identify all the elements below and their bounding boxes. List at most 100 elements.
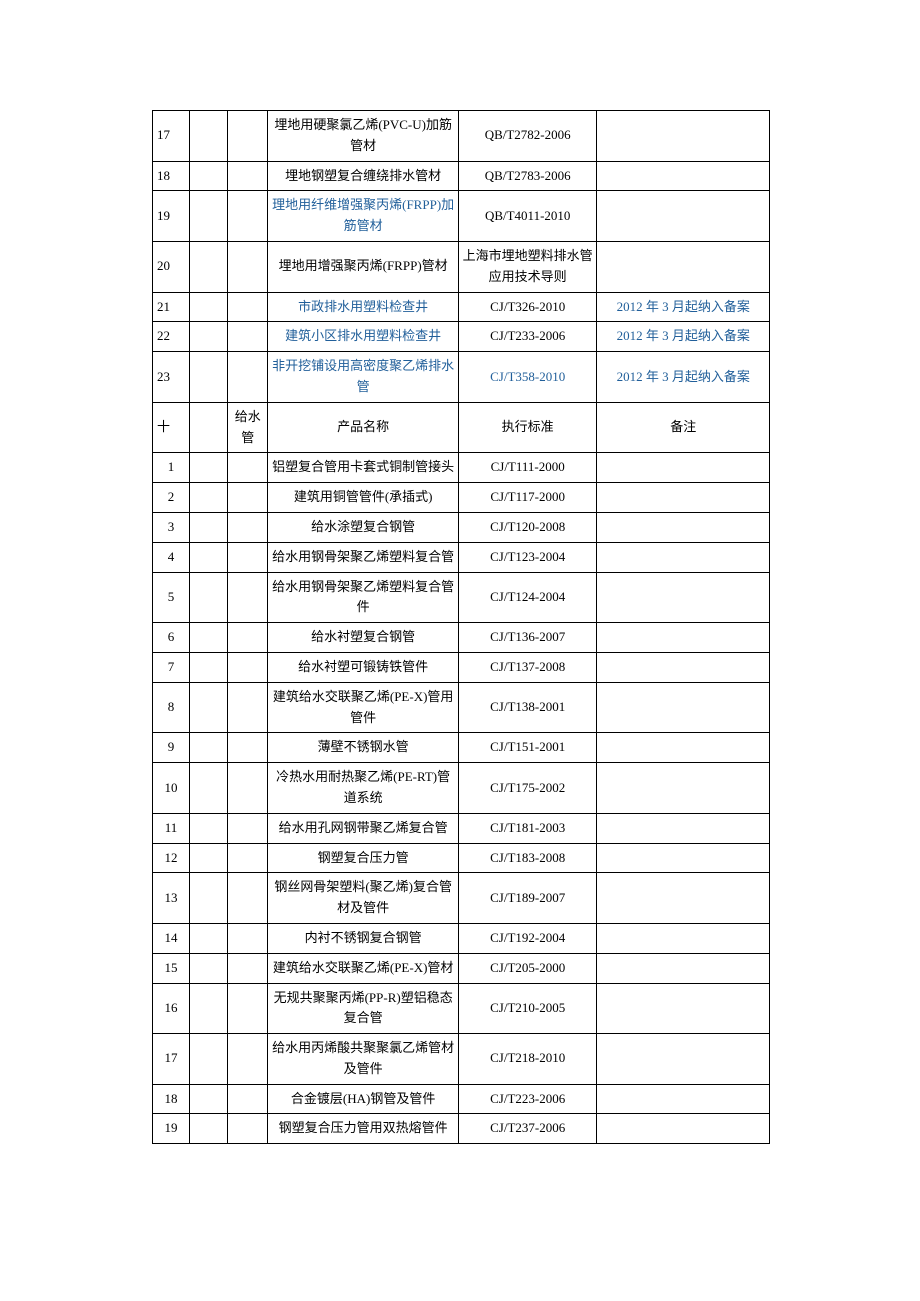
empty-cell: [190, 483, 228, 513]
category-cell: [228, 652, 268, 682]
index-cell: 15: [153, 953, 190, 983]
index-cell: 4: [153, 542, 190, 572]
product-name-cell: 埋地钢塑复合缠绕排水管材: [268, 161, 459, 191]
index-cell: 20: [153, 241, 190, 292]
index-cell: 18: [153, 161, 190, 191]
product-name-cell: 给水衬塑复合钢管: [268, 623, 459, 653]
remark-cell: [597, 1084, 770, 1114]
product-name-cell: 合金镀层(HA)钢管及管件: [268, 1084, 459, 1114]
section-header-row: 十给水管产品名称执行标准备注: [153, 402, 770, 453]
index-cell: 11: [153, 813, 190, 843]
table-row: 22建筑小区排水用塑料检查井CJ/T233-20062012 年 3 月起纳入备…: [153, 322, 770, 352]
category-cell: [228, 843, 268, 873]
product-name-cell: 理地用纤维增强聚丙烯(FRPP)加筋管材: [268, 191, 459, 242]
standard-cell: CJ/T136-2007: [458, 623, 596, 653]
table-row: 15 建筑给水交联聚乙烯(PE-X)管材CJ/T205-2000: [153, 953, 770, 983]
empty-cell: [190, 682, 228, 733]
remark-cell: [597, 453, 770, 483]
standard-header-cell: 执行标准: [458, 402, 596, 453]
table-row: 7给水衬塑可锻铸铁管件CJ/T137-2008: [153, 652, 770, 682]
empty-cell: [190, 1114, 228, 1144]
standard-cell: CJ/T151-2001: [458, 733, 596, 763]
empty-cell: [190, 191, 228, 242]
product-name-cell: 给水涂塑复合钢管: [268, 512, 459, 542]
index-cell: 12: [153, 843, 190, 873]
product-name-cell: 冷热水用耐热聚乙烯(PE-RT)管道系统: [268, 763, 459, 814]
category-cell: [228, 813, 268, 843]
name-header-cell: 产品名称: [268, 402, 459, 453]
table-row: 9薄壁不锈钢水管CJ/T151-2001: [153, 733, 770, 763]
category-cell: [228, 1114, 268, 1144]
index-cell: 2: [153, 483, 190, 513]
table-row: 10冷热水用耐热聚乙烯(PE-RT)管道系统CJ/T175-2002: [153, 763, 770, 814]
category-cell: [228, 623, 268, 653]
category-cell: [228, 572, 268, 623]
category-cell: [228, 682, 268, 733]
product-name-cell: 钢塑复合压力管用双热熔管件: [268, 1114, 459, 1144]
category-cell: [228, 483, 268, 513]
product-name-cell: 建筑用铜管管件(承插式): [268, 483, 459, 513]
empty-cell: [190, 572, 228, 623]
standard-cell: QB/T2782-2006: [458, 111, 596, 162]
standard-cell: CJ/T137-2008: [458, 652, 596, 682]
category-cell: [228, 191, 268, 242]
standard-cell: CJ/T183-2008: [458, 843, 596, 873]
product-name-cell: 内衬不锈钢复合钢管: [268, 923, 459, 953]
category-cell: [228, 923, 268, 953]
standard-cell: CJ/T123-2004: [458, 542, 596, 572]
category-cell: [228, 292, 268, 322]
product-name-cell: 给水用丙烯酸共聚聚氯乙烯管材及管件: [268, 1034, 459, 1085]
remark-cell: [597, 623, 770, 653]
product-name-cell: 铝塑复合管用卡套式铜制管接头: [268, 453, 459, 483]
remark-cell: [597, 682, 770, 733]
document-page: 17 埋地用硬聚氯乙烯(PVC-U)加筋管材QB/T2782-2006 18 埋地钢塑…: [0, 0, 920, 1301]
product-name-cell: 建筑给水交联聚乙烯(PE-X)管用管件: [268, 682, 459, 733]
standard-cell: CJ/T205-2000: [458, 953, 596, 983]
product-name-cell: 给水用钢骨架聚乙烯塑料复合管: [268, 542, 459, 572]
table-row: 14内衬不锈钢复合钢管CJ/T192-2004: [153, 923, 770, 953]
product-name-cell: 薄壁不锈钢水管: [268, 733, 459, 763]
standard-cell: CJ/T124-2004: [458, 572, 596, 623]
category-cell: [228, 111, 268, 162]
category-cell: [228, 241, 268, 292]
product-name-cell: 市政排水用塑料检查井: [268, 292, 459, 322]
standard-cell: 上海市埋地塑料排水管应用技术导则: [458, 241, 596, 292]
standard-cell: CJ/T192-2004: [458, 923, 596, 953]
category-cell: [228, 1034, 268, 1085]
category-cell: [228, 763, 268, 814]
empty-cell: [190, 652, 228, 682]
remark-cell: [597, 923, 770, 953]
remark-cell: [597, 873, 770, 924]
product-name-cell: 非开挖铺设用高密度聚乙烯排水管: [268, 352, 459, 403]
table-row: 11给水用孔网钢带聚乙烯复合管CJ/T181-2003: [153, 813, 770, 843]
index-cell: 3: [153, 512, 190, 542]
standards-table: 17 埋地用硬聚氯乙烯(PVC-U)加筋管材QB/T2782-2006 18 埋地钢塑…: [152, 110, 770, 1144]
remark-cell: 2012 年 3 月起纳入备案: [597, 352, 770, 403]
remark-cell: [597, 512, 770, 542]
product-name-cell: 给水用钢骨架聚乙烯塑料复合管件: [268, 572, 459, 623]
index-cell: 17: [153, 111, 190, 162]
table-row: 18合金镀层(HA)钢管及管件CJ/T223-2006: [153, 1084, 770, 1114]
product-name-cell: 建筑给水交联聚乙烯(PE-X)管材: [268, 953, 459, 983]
index-cell: 23: [153, 352, 190, 403]
product-name-cell: 给水衬塑可锻铸铁管件: [268, 652, 459, 682]
empty-cell: [190, 542, 228, 572]
remark-cell: [597, 983, 770, 1034]
section-index-cell: 十: [153, 402, 190, 453]
remark-cell: [597, 813, 770, 843]
remark-cell: [597, 111, 770, 162]
empty-cell: [190, 983, 228, 1034]
empty-cell: [190, 111, 228, 162]
standard-cell: QB/T2783-2006: [458, 161, 596, 191]
table-row: 19理地用纤维增强聚丙烯(FRPP)加筋管材QB/T4011-2010: [153, 191, 770, 242]
standard-cell: CJ/T117-2000: [458, 483, 596, 513]
category-cell: [228, 512, 268, 542]
standard-cell: QB/T4011-2010: [458, 191, 596, 242]
remark-cell: [597, 572, 770, 623]
remark-cell: [597, 652, 770, 682]
product-name-cell: 埋地用硬聚氯乙烯(PVC-U)加筋管材: [268, 111, 459, 162]
remark-cell: [597, 241, 770, 292]
empty-cell: [190, 322, 228, 352]
index-cell: 5: [153, 572, 190, 623]
table-row: 3给水涂塑复合钢管CJ/T120-2008: [153, 512, 770, 542]
